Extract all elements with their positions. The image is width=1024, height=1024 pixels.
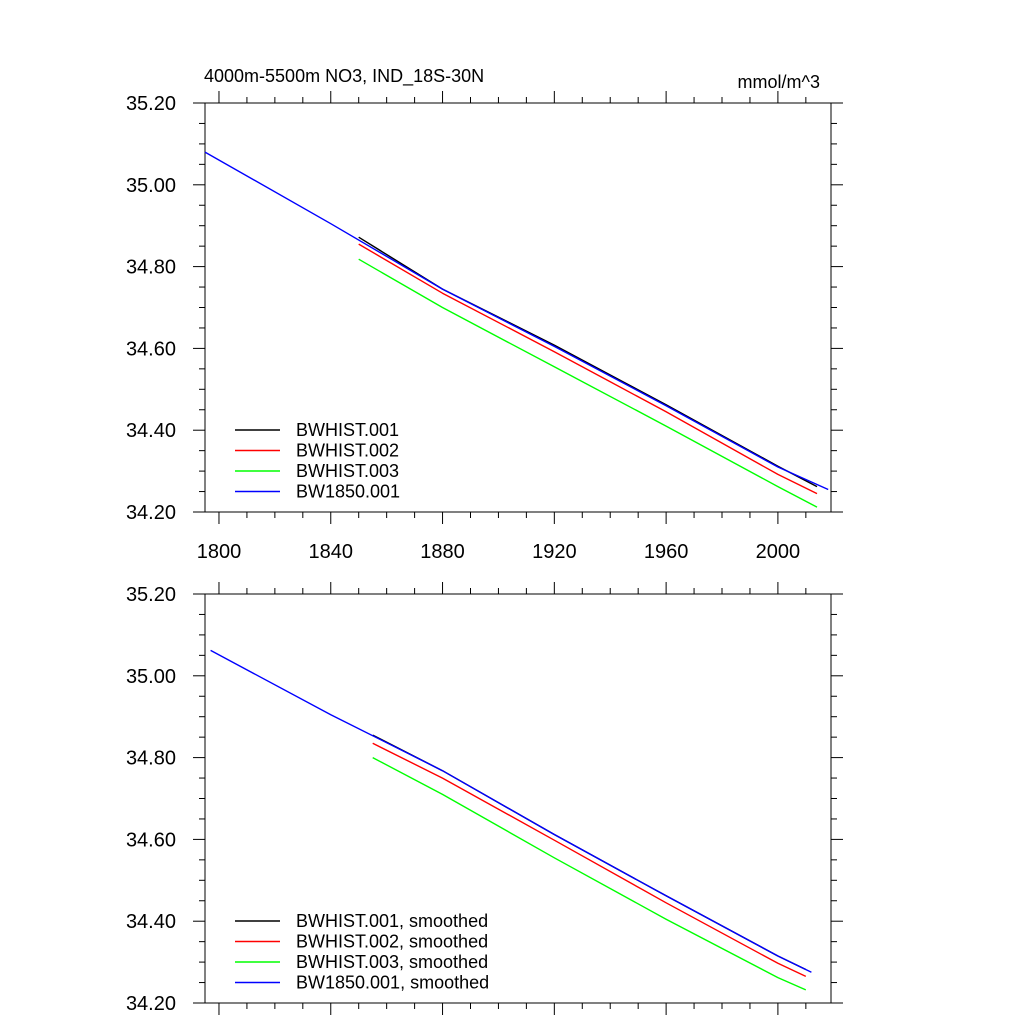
- legend-label: BW1850.001: [296, 482, 400, 502]
- x-tick-label: 1840: [309, 541, 354, 563]
- x-tick-label: 1800: [197, 541, 242, 563]
- x-tick-label: 2000: [756, 541, 801, 563]
- legend-label: BWHIST.003, smoothed: [296, 952, 488, 972]
- x-tick-label: 1920: [532, 541, 577, 563]
- series-line: [358, 236, 818, 488]
- series-line: [372, 756, 807, 991]
- x-tick-label: 1880: [420, 541, 465, 563]
- chart-panel-bottom: 34.20 34.40 34.60 34.80 35.00 35.20 BWHIST.001…: [126, 582, 843, 1015]
- y-tick-label: 35.00: [126, 175, 176, 197]
- figure-units: mmol/m^3: [738, 72, 820, 92]
- series-line: [204, 151, 829, 491]
- legend-label: BWHIST.002: [296, 441, 399, 461]
- series-line: [358, 258, 818, 508]
- series-line: [210, 649, 812, 973]
- y-tick-label: 34.20: [126, 993, 176, 1015]
- series-line: [372, 742, 807, 978]
- legend-label: BWHIST.003: [296, 461, 399, 481]
- figure-title: 4000m-5500m NO3, IND_18S-30N: [204, 66, 484, 87]
- legend-label: BW1850.001, smoothed: [296, 973, 489, 993]
- y-tick-label: 34.80: [126, 748, 176, 770]
- y-tick-label: 34.40: [126, 911, 176, 933]
- legend-label: BWHIST.002, smoothed: [296, 932, 488, 952]
- chart-panel-top: 1800 1840 1880 1920 1960 2000 34.20 34.40 34.60 3…: [126, 91, 843, 563]
- y-tick-label: 34.20: [126, 502, 176, 524]
- legend-label: BWHIST.001, smoothed: [296, 911, 488, 931]
- y-tick-label: 34.40: [126, 420, 176, 442]
- y-tick-label: 34.80: [126, 257, 176, 279]
- y-tick-label: 34.60: [126, 829, 176, 851]
- y-tick-label: 35.20: [126, 93, 176, 115]
- legend-label: BWHIST.001: [296, 420, 399, 440]
- series-line: [358, 243, 818, 495]
- x-tick-label: 1960: [644, 541, 689, 563]
- y-tick-label: 34.60: [126, 338, 176, 360]
- y-tick-label: 35.00: [126, 666, 176, 688]
- y-tick-label: 35.20: [126, 584, 176, 606]
